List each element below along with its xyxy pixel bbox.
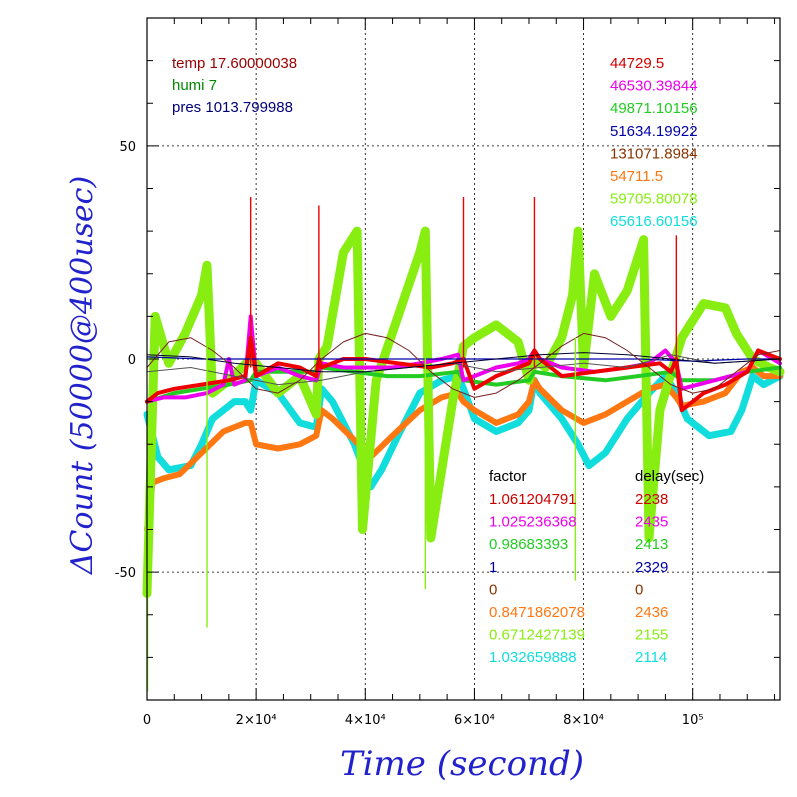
y-axis-label: ΔCount (50000@400usec) [65,176,100,575]
series-layer [142,226,785,598]
table-factor-7: 1.032659888 [489,649,577,666]
y-tick-label-0: 50 [119,140,136,155]
series-legend-item-2: 49871.10156 [610,100,698,117]
x-tick-label-0: 0 [143,713,151,728]
tick-marks [146,17,780,701]
x-tick-label-5: 10⁵ [682,713,704,728]
y-tick-label-1: 0 [128,353,136,368]
table-delay-3: 2329 [635,559,668,576]
table-delay-2: 2413 [635,536,668,553]
series-line-8 [146,352,781,373]
table-delay-4: 0 [635,581,643,598]
x-axis-label: Time (second) [340,744,584,784]
factor-delay-table: factor delay(sec) 1.061204791 2238 1.0252363… [489,468,704,666]
series-legend: 44729.5 46530.39844 49871.10156 51634.19922… [610,55,698,230]
series-legend-item-4: 131071.8984 [610,145,698,162]
env-legend-item-1: humi 7 [172,77,217,94]
series-legend-item-7: 65616.60156 [610,213,698,230]
series-legend-item-0: 44729.5 [610,55,664,72]
series-line-1 [144,364,783,533]
y-tick-label-2: -50 [115,566,136,581]
table-delay-0: 2238 [635,491,668,508]
series-legend-item-5: 54711.5 [610,168,663,185]
x-tick-label-4: 8×10⁴ [563,713,604,728]
table-factor-5: 0.8471862078 [489,604,585,621]
table-header-factor: factor [489,468,527,485]
table-delay-1: 2435 [635,514,668,531]
series-legend-item-1: 46530.39844 [610,78,698,95]
series-line-4 [145,314,782,404]
plot-area [142,17,785,701]
table-factor-4: 0 [489,581,497,598]
env-legend: temp 17.60000038 humi 7 pres 1013.799988 [172,55,297,116]
table-factor-3: 1 [489,559,497,576]
table-factor-1: 1.025236368 [489,514,577,531]
table-delay-5: 2436 [635,604,668,621]
x-tick-label-2: 4×10⁴ [345,713,386,728]
env-legend-item-2: pres 1013.799988 [172,99,293,116]
series-legend-item-6: 59705.80078 [610,191,698,208]
tick-labels: 0 2×10⁴ 4×10⁴ 6×10⁴ 8×10⁴ 10⁵ 50 0 -50 [115,140,704,728]
series-line-9 [146,332,781,398]
table-delay-6: 2155 [635,627,668,644]
env-legend-item-0: temp 17.60000038 [172,55,297,72]
table-delay-7: 2114 [635,649,667,666]
x-tick-label-1: 2×10⁴ [236,713,277,728]
table-factor-0: 1.061204791 [489,491,577,508]
table-header-delay: delay(sec) [635,468,704,485]
table-factor-2: 0.98683393 [489,536,568,553]
table-factor-6: 0.6712427139 [489,627,585,644]
x-tick-label-3: 6×10⁴ [454,713,495,728]
series-legend-item-3: 51634.19922 [610,123,698,140]
